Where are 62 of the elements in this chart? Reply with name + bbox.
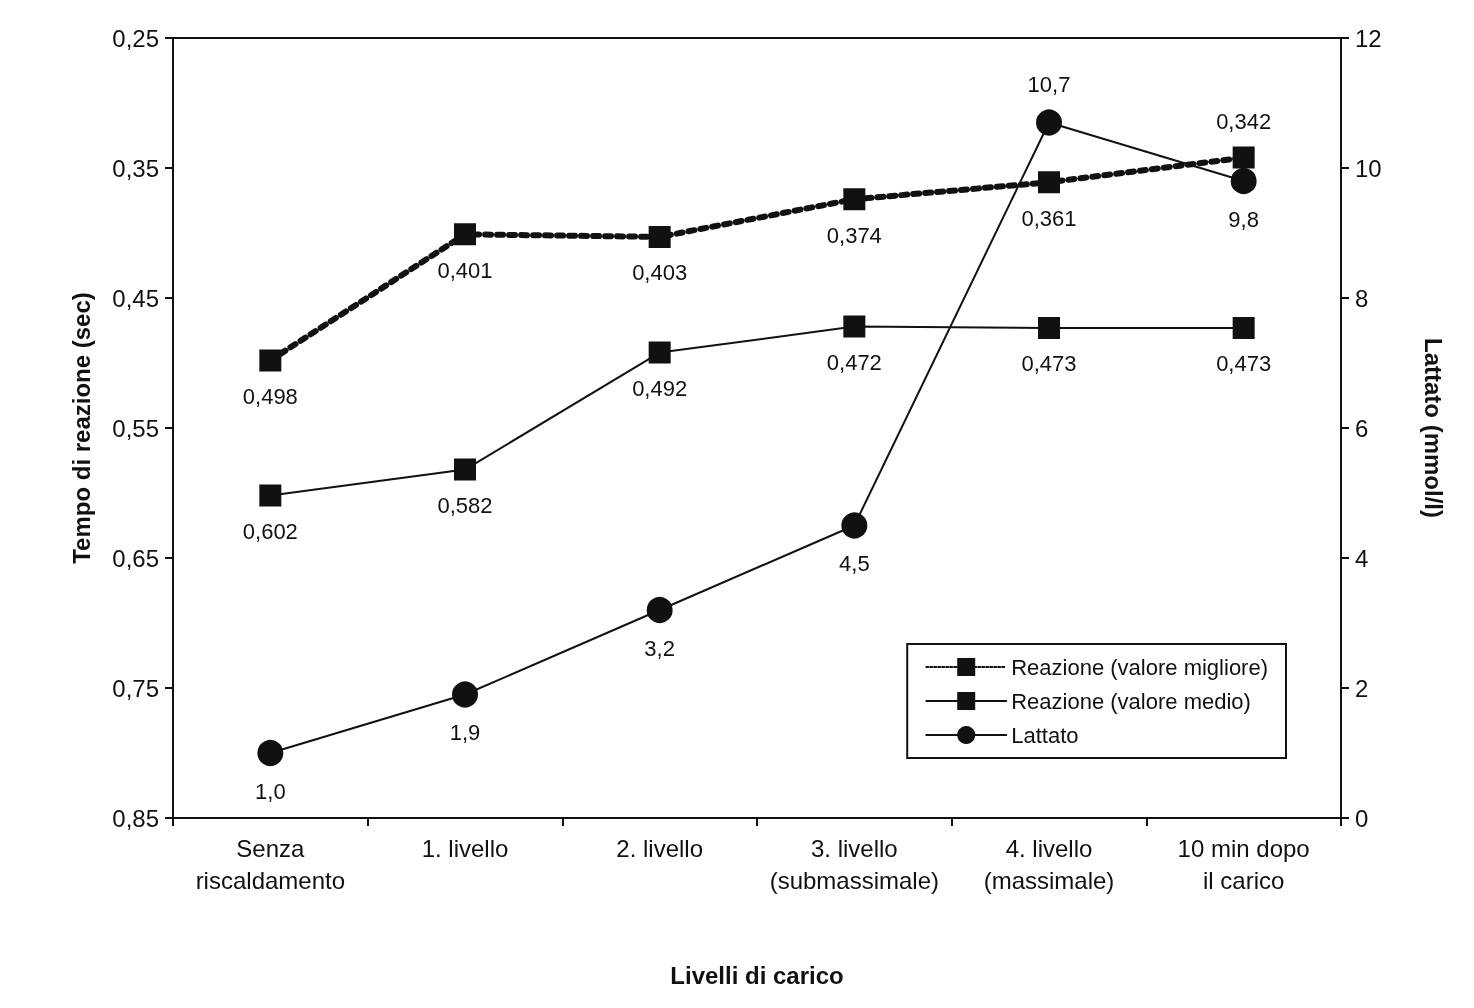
point (1038, 171, 1060, 194)
y2-tick-label: 8 (1355, 284, 1369, 312)
data-label: 0,582 (437, 493, 493, 519)
x-tick-label: 1. livello (421, 834, 509, 862)
point (843, 188, 866, 211)
legend-label: Reazione (valore migliore) (1011, 654, 1269, 680)
y-tick-label: 0,85 (112, 804, 159, 832)
data-label: 1,0 (255, 778, 286, 804)
y-axis-title: Tempo di reazione (sec) (67, 292, 95, 564)
data-label: 0,401 (437, 257, 493, 283)
y2-tick-label: 10 (1355, 154, 1382, 182)
legend-label: Lattato (1011, 722, 1079, 748)
y-tick-label: 0,65 (112, 544, 159, 572)
data-label: 0,492 (632, 376, 688, 402)
point (452, 681, 478, 708)
x-tick-label: 4. livello (massimale) (983, 834, 1115, 894)
x-tick-label: 10 min dopo il carico (1177, 834, 1310, 894)
y-tick-label: 0,25 (112, 24, 159, 52)
point (259, 349, 282, 372)
point (454, 458, 476, 481)
point (257, 740, 284, 766)
data-label: 0,361 (1021, 205, 1077, 231)
point (1036, 109, 1062, 136)
x-axis-title: Livelli di carico (670, 961, 844, 989)
data-label: 0,498 (242, 383, 298, 409)
data-label: 10,7 (1027, 72, 1071, 97)
y-tick-label: 0,75 (112, 674, 159, 702)
legend-label: Reazione (valore medio) (1011, 688, 1251, 714)
data-label: 0,342 (1216, 109, 1272, 135)
x-tick-label: 2. livello (616, 834, 704, 862)
point (454, 223, 476, 246)
x-tick-label: Senza riscaldamento (195, 834, 346, 894)
y-tick-label: 0,45 (112, 284, 159, 312)
y2-tick-label: 12 (1355, 24, 1382, 52)
data-label: 3,2 (644, 635, 675, 661)
point (646, 597, 673, 623)
y2-tick-label: 4 (1355, 544, 1369, 572)
data-label: 0,602 (242, 519, 298, 545)
data-label: 0,472 (826, 350, 882, 376)
point (1038, 316, 1060, 339)
y2-tick-label: 0 (1355, 804, 1369, 832)
y2-tick-label: 6 (1355, 414, 1369, 442)
point (1232, 316, 1255, 339)
y-tick-label: 0,55 (112, 414, 159, 442)
x-tick-label: 3. livello (submassimale) (769, 834, 940, 894)
point (648, 341, 671, 364)
y-tick-label: 0,35 (112, 154, 159, 182)
data-label: 0,403 (632, 260, 688, 286)
point (841, 512, 868, 539)
y2-tick-label: 2 (1355, 674, 1369, 702)
point (1230, 168, 1257, 194)
point (648, 225, 671, 248)
point (259, 484, 282, 507)
data-label: 0,473 (1021, 351, 1077, 377)
point (1232, 146, 1255, 169)
data-label: 0,473 (1216, 351, 1272, 377)
data-label: 9,8 (1228, 206, 1259, 232)
point (843, 315, 866, 338)
data-label: 4,5 (839, 551, 870, 576)
y2-axis-title: Lattato (mmol/l) (1419, 338, 1447, 518)
data-label: 0,374 (826, 222, 882, 248)
data-label: 1,9 (449, 720, 481, 745)
